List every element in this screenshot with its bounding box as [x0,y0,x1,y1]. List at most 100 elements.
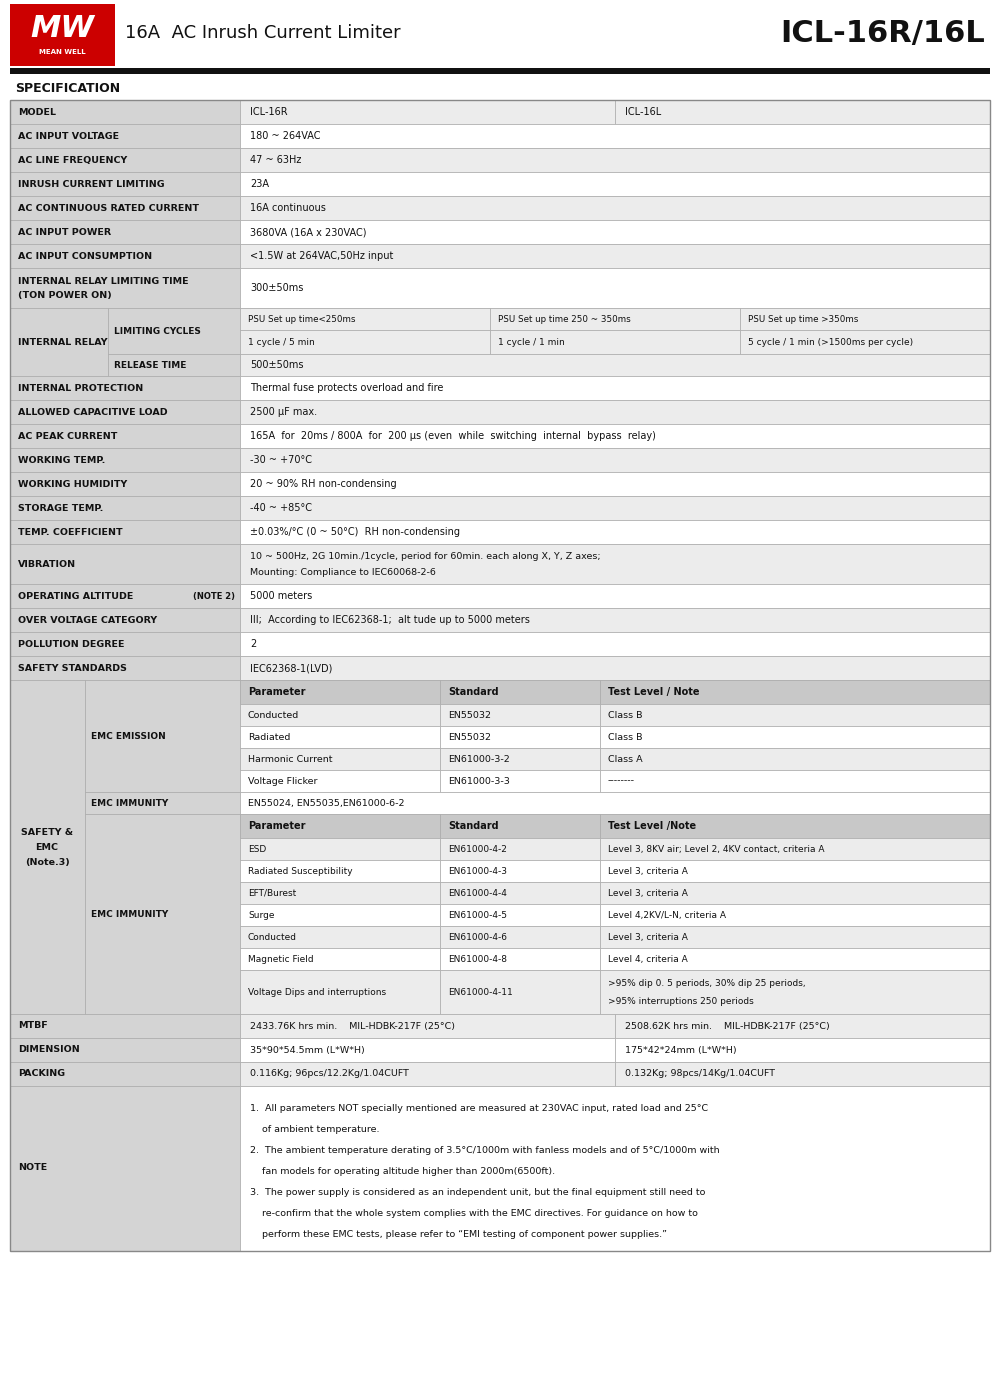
Text: STORAGE TEMP.: STORAGE TEMP. [18,504,103,512]
Bar [600,969,990,1014]
Bar [10,244,240,268]
Text: Class B: Class B [608,732,642,742]
Bar [10,544,240,584]
Bar [10,268,240,308]
Bar [490,308,740,330]
Bar [10,472,240,496]
Bar [10,424,240,447]
Text: 3.  The power supply is considered as an independent unit, but the final equipme: 3. The power supply is considered as an … [250,1188,705,1197]
Bar [240,947,440,969]
Bar [240,584,990,608]
Bar [740,308,990,330]
Bar [240,771,440,791]
Text: 1.  All parameters NOT specially mentioned are measured at 230VAC input, rated l: 1. All parameters NOT specially mentione… [250,1103,708,1113]
Bar [10,308,108,376]
Bar [10,99,990,1251]
Bar [440,749,600,771]
Text: (Note.3): (Note.3) [25,858,69,866]
Text: Harmonic Current: Harmonic Current [248,754,332,764]
Text: 175*42*24mm (L*W*H): 175*42*24mm (L*W*H) [625,1045,737,1055]
Text: AC INPUT CONSUMPTION: AC INPUT CONSUMPTION [18,251,152,261]
Bar [108,354,240,376]
Bar [10,173,240,196]
Text: fan models for operating altitude higher than 2000m(6500ft).: fan models for operating altitude higher… [250,1167,555,1177]
Bar [10,447,240,472]
Text: 300±50ms: 300±50ms [250,283,303,293]
Bar [440,882,600,905]
Bar [240,424,990,447]
Text: 35*90*54.5mm (L*W*H): 35*90*54.5mm (L*W*H) [250,1045,365,1055]
Bar [240,544,990,584]
Text: 5 cycle / 1 min (>1500ms per cycle): 5 cycle / 1 min (>1500ms per cycle) [748,337,913,347]
Bar [600,749,990,771]
Text: DIMENSION: DIMENSION [18,1045,80,1055]
Text: 47 ~ 63Hz: 47 ~ 63Hz [250,155,301,164]
Text: EMC EMISSION: EMC EMISSION [91,732,166,740]
Bar [600,882,990,905]
Text: Voltage Dips and interruptions: Voltage Dips and interruptions [248,987,386,997]
Text: EN61000-3-2: EN61000-3-2 [448,754,510,764]
Bar [440,726,600,749]
Text: Conducted: Conducted [248,710,299,720]
Bar [240,749,440,771]
Bar [440,927,600,947]
Bar [600,679,990,704]
Bar [600,905,990,927]
Text: perform these EMC tests, please refer to “EMI testing of component power supplie: perform these EMC tests, please refer to… [250,1230,667,1239]
Text: 16A continuous: 16A continuous [250,203,326,213]
Text: >95% dip 0. 5 periods, 30% dip 25 periods,: >95% dip 0. 5 periods, 30% dip 25 period… [608,979,806,987]
Text: 1 cycle / 5 min: 1 cycle / 5 min [248,337,315,347]
Text: AC CONTINUOUS RATED CURRENT: AC CONTINUOUS RATED CURRENT [18,203,199,213]
Bar [10,584,240,608]
Text: Test Level / Note: Test Level / Note [608,686,700,697]
Bar [240,632,990,656]
Text: ICL-16R/16L: ICL-16R/16L [780,18,985,47]
Bar [440,860,600,882]
Bar [240,726,440,749]
Text: 500±50ms: 500±50ms [250,360,304,370]
Text: EMC IMMUNITY: EMC IMMUNITY [91,910,168,918]
Bar [615,99,990,124]
Bar [600,771,990,791]
Bar [240,99,615,124]
Text: AC PEAK CURRENT: AC PEAK CURRENT [18,431,117,441]
Text: ICL-16R: ICL-16R [250,106,288,117]
Bar [440,969,600,1014]
Text: INTERNAL PROTECTION: INTERNAL PROTECTION [18,384,143,392]
Text: MTBF: MTBF [18,1022,48,1030]
Bar [10,220,240,244]
Bar [85,813,240,1014]
Text: Test Level /Note: Test Level /Note [608,820,696,831]
Bar [600,927,990,947]
Text: EN61000-4-6: EN61000-4-6 [448,932,507,942]
Bar [240,905,440,927]
Bar [85,791,240,813]
Bar [600,726,990,749]
Text: LIMITING CYCLES: LIMITING CYCLES [114,326,201,336]
Text: Mounting: Compliance to IEC60068-2-6: Mounting: Compliance to IEC60068-2-6 [250,568,436,576]
Text: 3680VA (16A x 230VAC): 3680VA (16A x 230VAC) [250,226,366,238]
Text: TEMP. COEFFICIENT: TEMP. COEFFICIENT [18,528,123,536]
Text: MEAN WELL: MEAN WELL [39,48,85,55]
Text: INTERNAL RELAY LIMITING TIME: INTERNAL RELAY LIMITING TIME [18,276,189,286]
Bar [440,905,600,927]
Text: RELEASE TIME: RELEASE TIME [114,360,186,370]
Text: Parameter: Parameter [248,686,306,697]
Bar [10,4,115,66]
Bar [240,472,990,496]
Bar [240,173,990,196]
Text: Radiated: Radiated [248,732,290,742]
Text: VIBRATION: VIBRATION [18,559,76,569]
Text: EN61000-4-3: EN61000-4-3 [448,866,507,876]
Text: EN61000-4-8: EN61000-4-8 [448,954,507,964]
Bar [240,927,440,947]
Text: Class A: Class A [608,754,643,764]
Text: SAFETY STANDARDS: SAFETY STANDARDS [18,663,127,673]
Bar [108,308,240,354]
Text: of ambient temperature.: of ambient temperature. [250,1126,380,1134]
Bar [240,354,990,376]
Bar [10,521,240,544]
Text: Class B: Class B [608,710,642,720]
Bar [615,1039,990,1062]
Text: Thermal fuse protects overload and fire: Thermal fuse protects overload and fire [250,383,443,394]
